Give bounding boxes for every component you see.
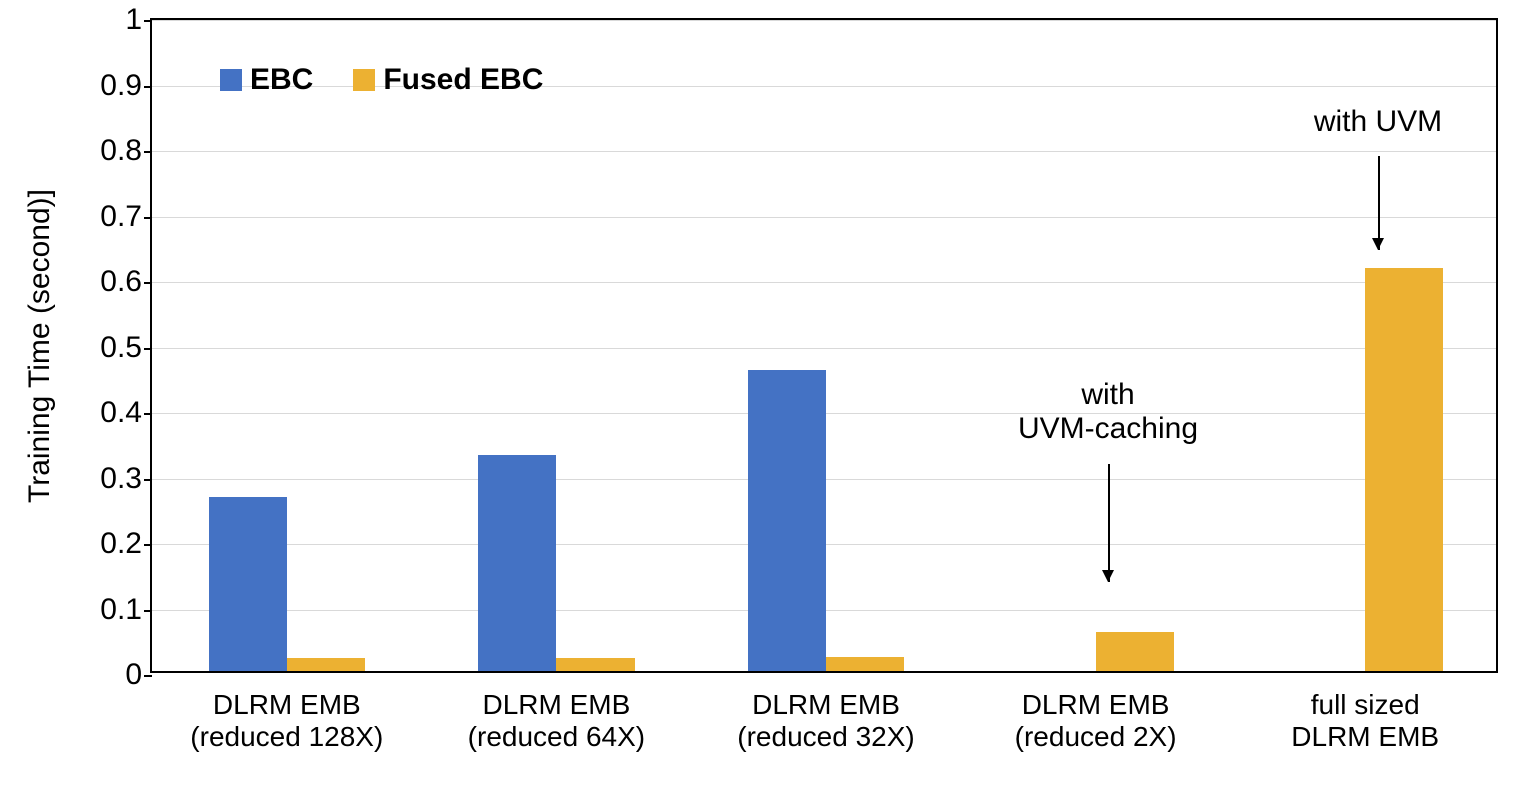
y-tick-label: 0.4 [100,396,142,430]
y-tick-mark [144,348,152,350]
legend-swatch [353,69,375,91]
y-tick-label: 0.3 [100,462,142,496]
legend-label: Fused EBC [383,63,543,97]
y-tick-mark [144,544,152,546]
bar [209,497,287,671]
y-tick-mark [144,282,152,284]
gridline [152,348,1496,349]
legend-item: Fused EBC [353,63,543,97]
y-tick-label: 0.1 [100,593,142,627]
y-tick-mark [144,675,152,677]
annotation-label: withUVM-caching [1018,378,1198,446]
y-tick-mark [144,20,152,22]
legend-swatch [220,69,242,91]
y-tick-label: 0.6 [100,265,142,299]
x-category-label: DLRM EMB(reduced 64X) [468,689,645,753]
bar [748,370,826,671]
gridline [152,20,1496,21]
y-tick-mark [144,151,152,153]
plot-area: 00.10.20.30.40.50.60.70.80.91DLRM EMB(re… [150,18,1498,673]
bar [478,455,556,671]
bar [556,658,634,671]
y-tick-mark [144,217,152,219]
y-tick-label: 0.7 [100,200,142,234]
gridline [152,282,1496,283]
bar [826,657,904,671]
y-tick-mark [144,610,152,612]
training-time-bar-chart: 0 0.1 0.2 0.3 0.4 0.5 0.6 0.7 0.8 0.9 1 DLRM EMB(re… [0,0,1538,800]
y-tick-mark [144,479,152,481]
y-tick-label: 0.9 [100,69,142,103]
y-tick-mark [144,413,152,415]
y-tick-label: 1 [125,3,142,37]
y-tick-label: 0.8 [100,134,142,168]
x-category-label: DLRM EMB(reduced 128X) [190,689,383,753]
x-category-label: full sizedDLRM EMB [1291,689,1439,753]
y-tick-label: 0 [125,658,142,692]
gridline [152,151,1496,152]
y-tick-mark [144,86,152,88]
gridline [152,217,1496,218]
y-tick-label: 0.5 [100,331,142,365]
bar [1096,632,1174,671]
annotation-label: with UVM [1314,105,1442,139]
y-axis-title: Training Time (second)] [23,188,57,502]
legend: EBC Fused EBC [220,63,543,97]
bar [1365,268,1443,671]
x-category-label: DLRM EMB(reduced 32X) [737,689,914,753]
legend-label: EBC [250,63,313,97]
y-tick-label: 0.2 [100,527,142,561]
legend-item: EBC [220,63,313,97]
x-category-label: DLRM EMB(reduced 2X) [1015,689,1177,753]
bar [287,658,365,671]
